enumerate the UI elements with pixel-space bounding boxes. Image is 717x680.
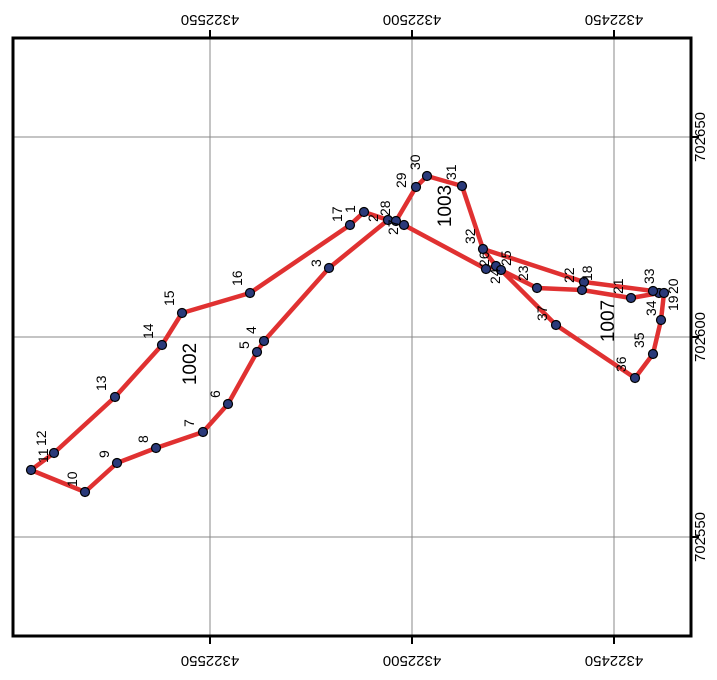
vertex-20 bbox=[658, 287, 670, 299]
point-label-1: 1 bbox=[342, 205, 358, 213]
right-tick-label-2: 702600 bbox=[692, 312, 709, 362]
point-label-13: 13 bbox=[93, 375, 109, 391]
vertex-12 bbox=[48, 447, 60, 459]
vertex-3 bbox=[323, 262, 335, 274]
point-label-24: 24 bbox=[487, 268, 503, 284]
bottom-tick-label-2: 4322500 bbox=[383, 652, 441, 669]
bottom-tick-label-1: 4322550 bbox=[181, 652, 239, 669]
point-label-25: 25 bbox=[498, 250, 514, 266]
vertex-15 bbox=[176, 307, 188, 319]
vertex-13 bbox=[109, 391, 121, 403]
vertex-27 bbox=[398, 219, 410, 231]
vertex-1 bbox=[358, 206, 370, 218]
vertex-32 bbox=[477, 243, 489, 255]
vertex-4 bbox=[258, 335, 270, 347]
point-label-29: 29 bbox=[393, 172, 409, 188]
point-label-30: 30 bbox=[407, 154, 423, 170]
right-tick-labels: 702650 702600 702550 bbox=[692, 112, 709, 562]
vertex-5 bbox=[251, 346, 263, 358]
vertex-22 bbox=[576, 284, 588, 296]
polygon-label-1007: 1007 bbox=[598, 300, 619, 342]
vertices bbox=[25, 170, 670, 498]
vertex-25 bbox=[495, 264, 507, 276]
grid bbox=[13, 38, 691, 636]
point-label-3: 3 bbox=[308, 259, 324, 267]
point-label-14: 14 bbox=[140, 323, 156, 339]
vertex-35 bbox=[647, 348, 659, 360]
point-label-32: 32 bbox=[462, 228, 478, 244]
point-label-8: 8 bbox=[135, 435, 151, 443]
point-label-33: 33 bbox=[641, 268, 657, 284]
point-label-26: 26 bbox=[476, 251, 492, 267]
polygon-label-1002: 1002 bbox=[180, 343, 201, 385]
right-tick-label-3: 702550 bbox=[692, 512, 709, 562]
vertex-34 bbox=[655, 314, 667, 326]
top-tick-label-1: 4322550 bbox=[181, 11, 239, 28]
vertex-28 bbox=[390, 215, 402, 227]
polygon-labels: 1002 1003 1007 bbox=[180, 185, 619, 385]
point-label-19: 19 bbox=[665, 295, 681, 311]
point-label-17: 17 bbox=[329, 206, 345, 222]
point-label-27: 27 bbox=[385, 219, 401, 235]
top-tick-label-3: 4322450 bbox=[585, 11, 643, 28]
point-label-31: 31 bbox=[443, 164, 459, 180]
point-labels: 1 2 3 4 5 6 7 8 9 10 11 12 13 14 15 16 1… bbox=[33, 154, 681, 487]
point-label-9: 9 bbox=[96, 450, 112, 458]
top-tick-label-2: 4322500 bbox=[383, 11, 441, 28]
vertex-21 bbox=[625, 292, 637, 304]
point-label-36: 36 bbox=[613, 356, 629, 372]
vertex-36 bbox=[629, 372, 641, 384]
vertex-6 bbox=[222, 398, 234, 410]
vertex-10 bbox=[79, 486, 91, 498]
point-label-23: 23 bbox=[515, 265, 531, 281]
vertex-37 bbox=[550, 319, 562, 331]
point-label-7: 7 bbox=[181, 419, 197, 427]
point-label-28: 28 bbox=[377, 200, 393, 216]
point-label-12: 12 bbox=[33, 430, 49, 446]
point-label-22: 22 bbox=[561, 267, 577, 283]
route-polygon-1003 bbox=[385, 173, 499, 272]
point-label-5: 5 bbox=[236, 341, 252, 349]
vertex-9 bbox=[111, 457, 123, 469]
point-label-15: 15 bbox=[161, 290, 177, 306]
point-label-34: 34 bbox=[643, 300, 659, 316]
vertex-30 bbox=[421, 170, 433, 182]
point-label-18: 18 bbox=[579, 265, 595, 281]
point-label-37: 37 bbox=[534, 305, 550, 321]
vertex-29 bbox=[410, 181, 422, 193]
point-label-10: 10 bbox=[64, 471, 80, 487]
map-frame bbox=[11, 36, 693, 638]
vertex-8 bbox=[150, 442, 162, 454]
point-label-16: 16 bbox=[229, 270, 245, 286]
point-label-20: 20 bbox=[665, 278, 681, 294]
polygon-label-1003: 1003 bbox=[435, 185, 456, 227]
point-label-11: 11 bbox=[35, 448, 51, 463]
point-label-21: 21 bbox=[610, 278, 626, 294]
vertex-26 bbox=[480, 263, 492, 275]
point-label-35: 35 bbox=[631, 332, 647, 348]
bottom-tick-labels: 4322550 4322500 4322450 bbox=[181, 652, 643, 669]
vertex-33 bbox=[647, 285, 659, 297]
vertex-31 bbox=[456, 180, 468, 192]
point-label-4: 4 bbox=[243, 326, 259, 334]
bottom-tick-label-3: 4322450 bbox=[585, 652, 643, 669]
vertex-14 bbox=[156, 339, 168, 351]
vertex-17 bbox=[344, 219, 356, 231]
vertex-11 bbox=[25, 464, 37, 476]
vertex-23 bbox=[531, 282, 543, 294]
vertex-16 bbox=[244, 287, 256, 299]
point-label-2: 2 bbox=[365, 214, 381, 222]
vertex-7 bbox=[197, 426, 209, 438]
route-polygon-1002 bbox=[28, 209, 391, 495]
right-tick-label-1: 702650 bbox=[692, 112, 709, 162]
top-tick-labels: 4322550 4322500 4322450 bbox=[181, 11, 643, 28]
point-label-6: 6 bbox=[207, 390, 223, 398]
